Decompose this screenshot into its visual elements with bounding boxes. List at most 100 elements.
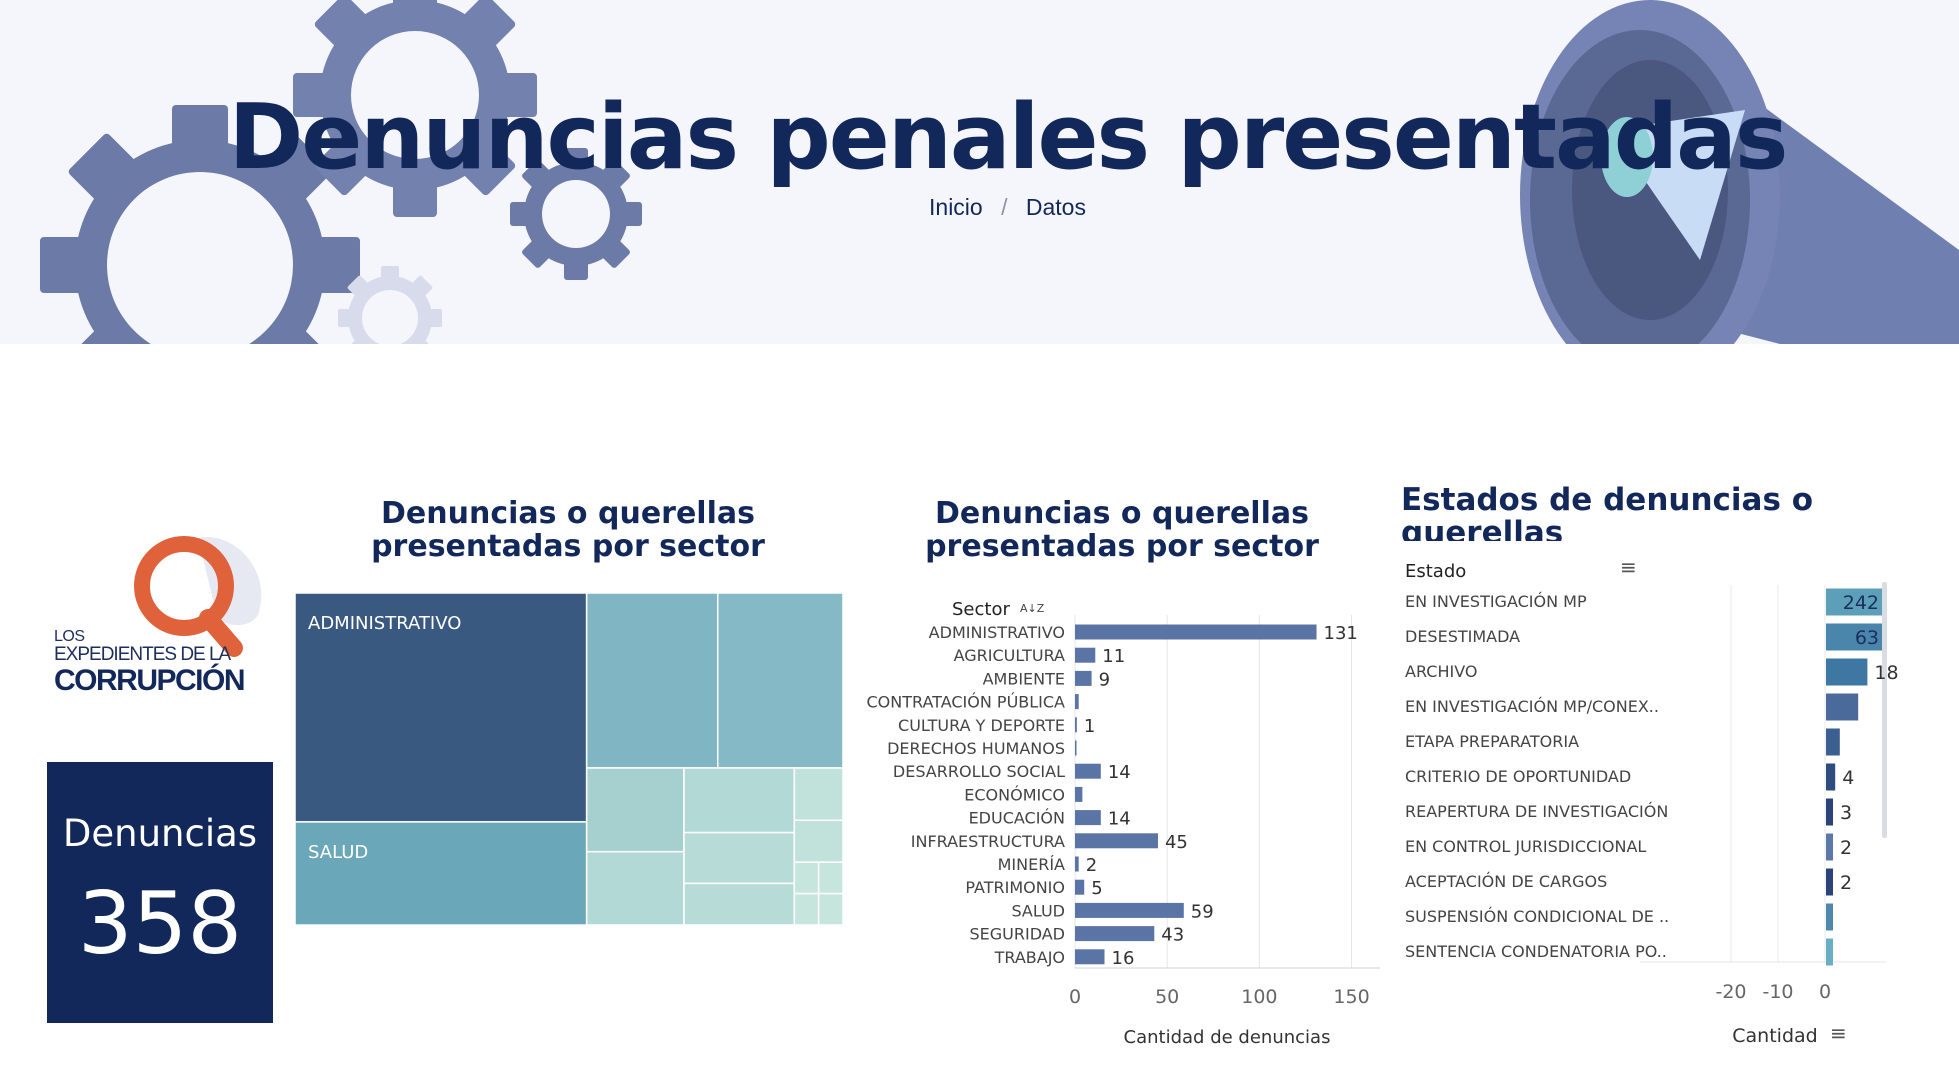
treemap-cell[interactable]: [817, 892, 844, 926]
data-label: 59: [1191, 901, 1214, 922]
x-tick-label: 0: [1819, 981, 1831, 1003]
treemap-cell[interactable]: [793, 892, 820, 926]
bar[interactable]: [1826, 658, 1868, 686]
data-label: 18: [1874, 662, 1898, 684]
x-tick-label: -20: [1715, 981, 1746, 1003]
bar[interactable]: [1075, 786, 1083, 802]
category-label: EN INVESTIGACIÓN MP: [1405, 592, 1587, 611]
treemap-cell[interactable]: [817, 861, 844, 895]
bar[interactable]: [1826, 833, 1833, 861]
treemap-cell[interactable]: [585, 850, 685, 926]
bar[interactable]: [1075, 717, 1077, 733]
x-tick-label: 0: [1069, 986, 1081, 1008]
data-label: 9: [1099, 669, 1110, 690]
bar[interactable]: [1826, 693, 1859, 721]
gear-icon: [338, 266, 442, 344]
x-tick-label: 50: [1155, 986, 1179, 1008]
data-label: 14: [1108, 762, 1131, 783]
bar[interactable]: [1075, 879, 1085, 895]
logo-line-2: EXPEDIENTES DE LA: [54, 644, 231, 665]
logo-magnifier-icon: [134, 536, 262, 657]
bar[interactable]: [1826, 728, 1840, 756]
bar[interactable]: [1826, 903, 1833, 931]
bar[interactable]: [1826, 798, 1833, 826]
category-label: SALUD: [1011, 901, 1065, 920]
breadcrumb-separator: /: [1001, 194, 1008, 220]
kpi-card: Denuncias 358: [47, 762, 273, 1023]
scrollbar-thumb[interactable]: [1882, 582, 1887, 838]
page-title: Denuncias penales presentadas: [228, 85, 1789, 190]
category-label: DESESTIMADA: [1405, 627, 1520, 646]
hero-illustration: [40, 0, 1959, 344]
data-label: 5: [1091, 878, 1102, 899]
data-label: 45: [1165, 832, 1188, 853]
hero-banner: Denuncias penales presentadas Inicio / D…: [0, 0, 1959, 344]
category-label: ACEPTACIÓN DE CARGOS: [1405, 872, 1607, 891]
x-axis-title: Cantidad de denuncias: [1124, 1027, 1331, 1048]
bar[interactable]: [1826, 623, 1882, 651]
sort-desc-icon[interactable]: ≡: [1620, 555, 1637, 579]
treemap-cell[interactable]: [793, 861, 820, 895]
category-label: DERECHOS HUMANOS: [887, 739, 1065, 758]
treemap-cell[interactable]: [716, 592, 844, 769]
bar[interactable]: [1075, 810, 1101, 826]
treemap-cell[interactable]: [294, 821, 588, 926]
treemap-cell[interactable]: [683, 767, 796, 834]
treemap-label: SALUD: [308, 842, 368, 863]
data-label: 63: [1855, 627, 1879, 649]
category-label: ARCHIVO: [1405, 662, 1477, 681]
bar[interactable]: [1075, 949, 1105, 965]
bar[interactable]: [1075, 763, 1101, 779]
breadcrumb-data-link[interactable]: Datos: [1025, 194, 1086, 220]
treemap-cell[interactable]: [793, 767, 844, 822]
kpi-label: Denuncias: [62, 812, 258, 855]
data-label: 2: [1840, 837, 1852, 859]
treemap-cell[interactable]: [585, 592, 719, 769]
category-label: PATRIMONIO: [965, 878, 1065, 897]
category-label: EN INVESTIGACIÓN MP/CONEX..: [1405, 697, 1659, 716]
sort-alpha-icon[interactable]: A↓Z: [1020, 602, 1045, 615]
bar[interactable]: [1075, 902, 1184, 918]
data-label: 131: [1324, 623, 1358, 644]
bar[interactable]: [1075, 670, 1092, 686]
treemap-cell[interactable]: [793, 819, 844, 863]
bar[interactable]: [1826, 868, 1833, 896]
bar[interactable]: [1075, 740, 1077, 756]
sector-chart-title: Denuncias o querellas presentadas por se…: [925, 496, 1319, 564]
x-tick-label: -10: [1762, 981, 1793, 1003]
data-label: 4: [1842, 767, 1854, 789]
bar[interactable]: [1826, 763, 1836, 791]
treemap-label: ADMINISTRATIVO: [308, 613, 461, 634]
bar[interactable]: [1075, 833, 1158, 849]
gear-icon: [293, 0, 537, 217]
breadcrumb-home-link[interactable]: Inicio: [929, 194, 983, 220]
bar[interactable]: [1075, 856, 1079, 872]
bar[interactable]: [1075, 694, 1079, 710]
category-label: EN CONTROL JURISDICCIONAL: [1405, 837, 1646, 856]
data-label: 14: [1108, 809, 1131, 830]
bar[interactable]: [1075, 647, 1096, 663]
breadcrumb: Inicio / Datos: [0, 194, 1959, 221]
bar[interactable]: [1075, 926, 1155, 942]
treemap-title: Denuncias o querellas presentadas por se…: [371, 496, 765, 564]
category-label: CULTURA Y DEPORTE: [898, 716, 1065, 735]
sort-desc-icon[interactable]: ≡: [1830, 1021, 1847, 1045]
category-label: ECONÓMICO: [964, 785, 1065, 804]
bar[interactable]: [1075, 624, 1317, 640]
treemap-cell[interactable]: [683, 831, 796, 885]
bar[interactable]: [1826, 588, 1882, 616]
treemap-cell[interactable]: [294, 592, 588, 823]
gear-icon: [510, 148, 642, 280]
bar[interactable]: [1826, 938, 1833, 966]
data-label: 2: [1840, 872, 1852, 894]
treemap-cell[interactable]: [683, 882, 796, 926]
data-label: 43: [1161, 925, 1184, 946]
logo-line-1: LOS: [54, 628, 85, 645]
data-label: 242: [1843, 592, 1879, 614]
category-label: INFRAESTRUCTURA: [911, 832, 1065, 851]
logo: LOS EXPEDIENTES DE LA CORRUPCIÓN: [54, 628, 284, 698]
treemap-cell[interactable]: [585, 767, 685, 853]
kpi-value: 358: [77, 874, 243, 974]
status-chart-title: Estados de denuncias o querellas: [1401, 484, 1813, 541]
category-label: ADMINISTRATIVO: [929, 623, 1065, 642]
